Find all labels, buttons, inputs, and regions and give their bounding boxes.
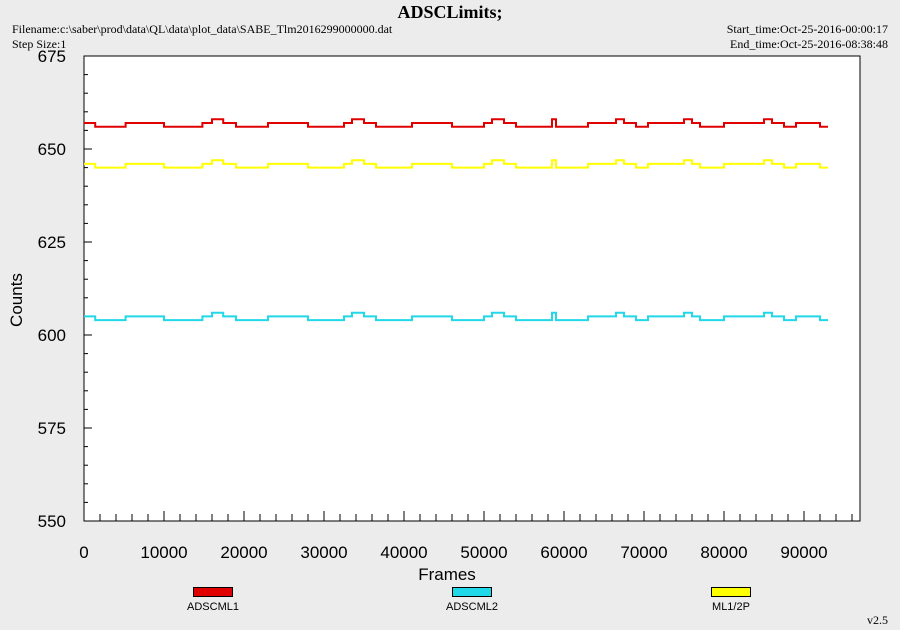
x-tick-label: 70000 bbox=[620, 543, 667, 562]
legend-label: ADSCML2 bbox=[446, 601, 498, 613]
series-line bbox=[84, 118, 828, 128]
y-axis-label: Counts bbox=[7, 273, 26, 327]
version-label: v2.5 bbox=[867, 613, 888, 627]
legend-swatch bbox=[452, 587, 492, 597]
x-tick-label: 30000 bbox=[300, 543, 347, 562]
y-tick-label: 650 bbox=[38, 140, 66, 159]
x-axis: 0 10000 20000 30000 40000 50000 60000 70000 8000… bbox=[79, 511, 853, 562]
y-axis: 550 575 600 625 650 675 bbox=[38, 47, 92, 531]
step-size-label: Step Size:1 bbox=[12, 37, 67, 51]
series-line bbox=[84, 311, 828, 322]
x-tick-label: 80000 bbox=[700, 543, 747, 562]
legend-item-ml1-2p: ML1/2P bbox=[671, 587, 791, 613]
series-group bbox=[84, 118, 828, 322]
legend-label: ML1/2P bbox=[712, 601, 750, 613]
legend-item-adscml2: ADSCML2 bbox=[412, 587, 532, 613]
x-tick-label: 60000 bbox=[540, 543, 587, 562]
x-axis-label: Frames bbox=[418, 565, 476, 584]
legend-item-adscml1: ADSCML1 bbox=[153, 587, 273, 613]
x-tick-label: 0 bbox=[79, 543, 88, 562]
plot-area bbox=[83, 55, 861, 522]
x-tick-label: 10000 bbox=[140, 543, 187, 562]
x-tick-label: 20000 bbox=[220, 543, 267, 562]
legend-swatch bbox=[711, 587, 751, 597]
y-tick-label: 600 bbox=[38, 326, 66, 345]
x-tick-label: 50000 bbox=[460, 543, 507, 562]
legend-swatch bbox=[193, 587, 233, 597]
y-tick-label: 625 bbox=[38, 233, 66, 252]
filename-label: Filename:c:\saber\prod\data\QL\data\plot… bbox=[12, 22, 393, 36]
y-tick-label: 550 bbox=[38, 512, 66, 531]
legend-label: ADSCML1 bbox=[187, 601, 239, 613]
chart-title: ADSCLimits; bbox=[397, 2, 503, 22]
y-tick-label: 575 bbox=[38, 419, 66, 438]
y-tick-label: 675 bbox=[38, 47, 66, 66]
start-time-label: Start_time:Oct-25-2016-00:00:17 bbox=[726, 22, 888, 36]
x-tick-label: 90000 bbox=[780, 543, 827, 562]
series-line bbox=[84, 159, 828, 169]
x-tick-label: 40000 bbox=[380, 543, 427, 562]
end-time-label: End_time:Oct-25-2016-08:38:48 bbox=[730, 37, 888, 51]
